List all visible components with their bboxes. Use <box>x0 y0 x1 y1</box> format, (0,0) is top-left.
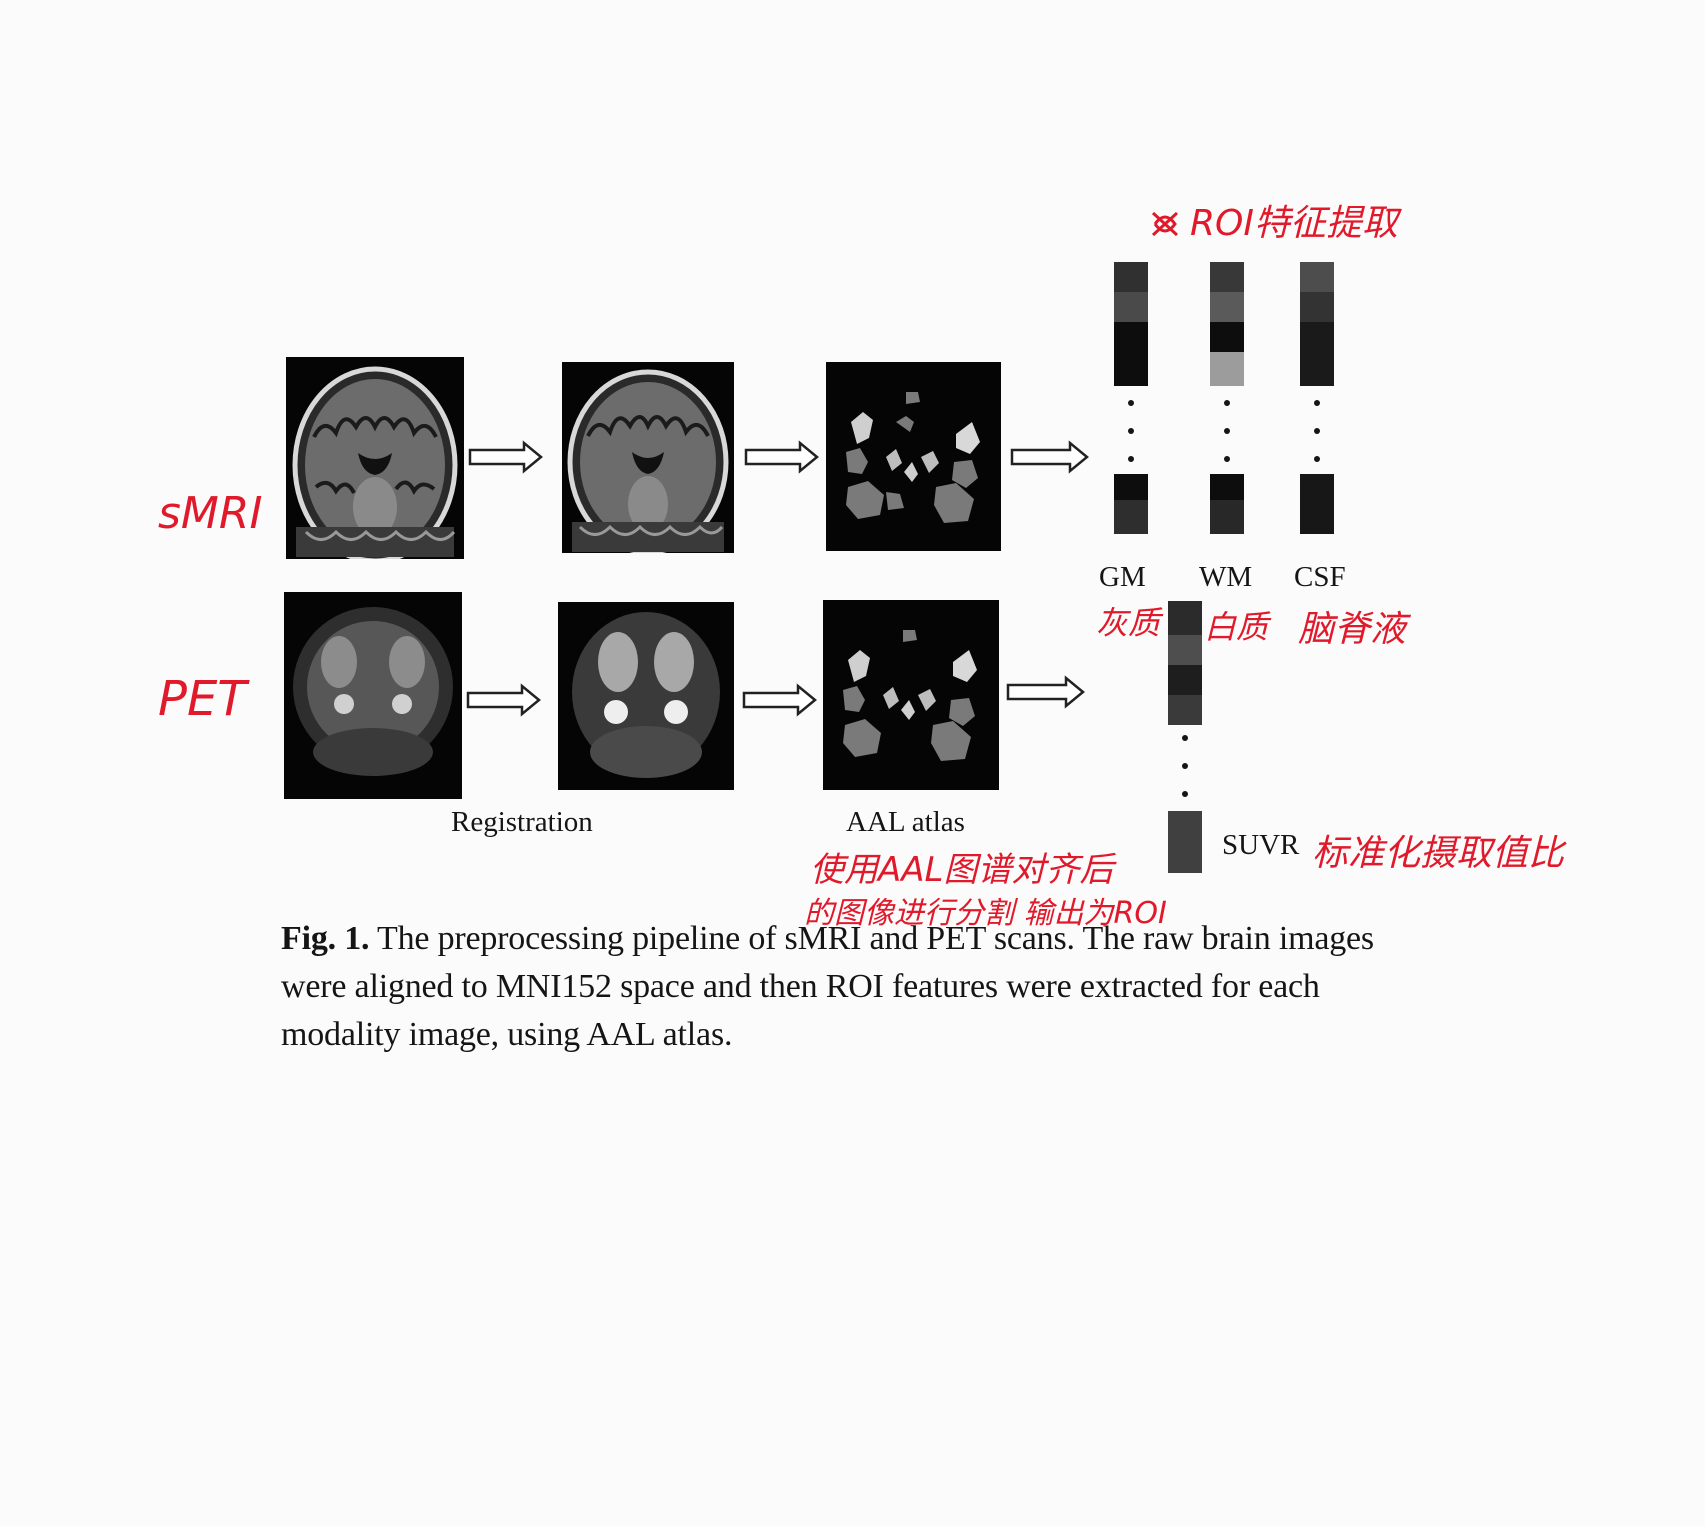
arrow-icon <box>1010 440 1090 474</box>
wm-cn-annotation: 白质 <box>1204 608 1269 646</box>
gm-feature-vector <box>1114 262 1148 537</box>
smri-annotation: sMRI <box>158 488 263 539</box>
suvr-label: SUVR <box>1222 829 1300 861</box>
atlas-annotation-line2: 的图像进行分割 输出为ROI <box>804 896 1167 931</box>
roi-extraction-annotation: ROI特征提取 <box>1150 194 1398 246</box>
registration-label: Registration <box>451 806 593 838</box>
smri-raw-image <box>286 357 464 559</box>
csf-feature-vector <box>1300 262 1334 537</box>
cross-out-mark-icon <box>1150 207 1180 237</box>
arrow-icon <box>742 683 818 717</box>
csf-cn-annotation: 脑脊液 <box>1298 609 1407 650</box>
pet-registered-image <box>558 602 734 790</box>
smri-atlas-image <box>826 362 1001 551</box>
aal-atlas-label: AAL atlas <box>846 806 965 838</box>
arrow-icon <box>466 683 542 717</box>
figure-caption: Fig. 1. The preprocessing pipeline of sM… <box>281 915 1401 1059</box>
pet-atlas-image <box>823 600 999 790</box>
gm-label: GM <box>1099 561 1146 593</box>
arrow-icon <box>744 440 820 474</box>
pet-annotation: PET <box>158 671 247 727</box>
atlas-annotation-line1: 使用AAL图谱对齐后 <box>810 850 1114 890</box>
caption-text: The preprocessing pipeline of sMRI and P… <box>281 920 1374 1053</box>
gm-cn-annotation: 灰质 <box>1096 604 1161 642</box>
suvr-cn-annotation: 标准化摄取值比 <box>1312 833 1565 874</box>
csf-label: CSF <box>1294 561 1346 593</box>
suvr-feature-vector <box>1168 601 1202 873</box>
wm-feature-vector <box>1210 262 1244 537</box>
pet-raw-image <box>284 592 462 799</box>
arrow-icon <box>1006 675 1086 709</box>
caption-label: Fig. 1. <box>281 920 370 957</box>
arrow-icon <box>468 440 544 474</box>
smri-registered-image <box>562 362 734 553</box>
wm-label: WM <box>1199 561 1253 593</box>
